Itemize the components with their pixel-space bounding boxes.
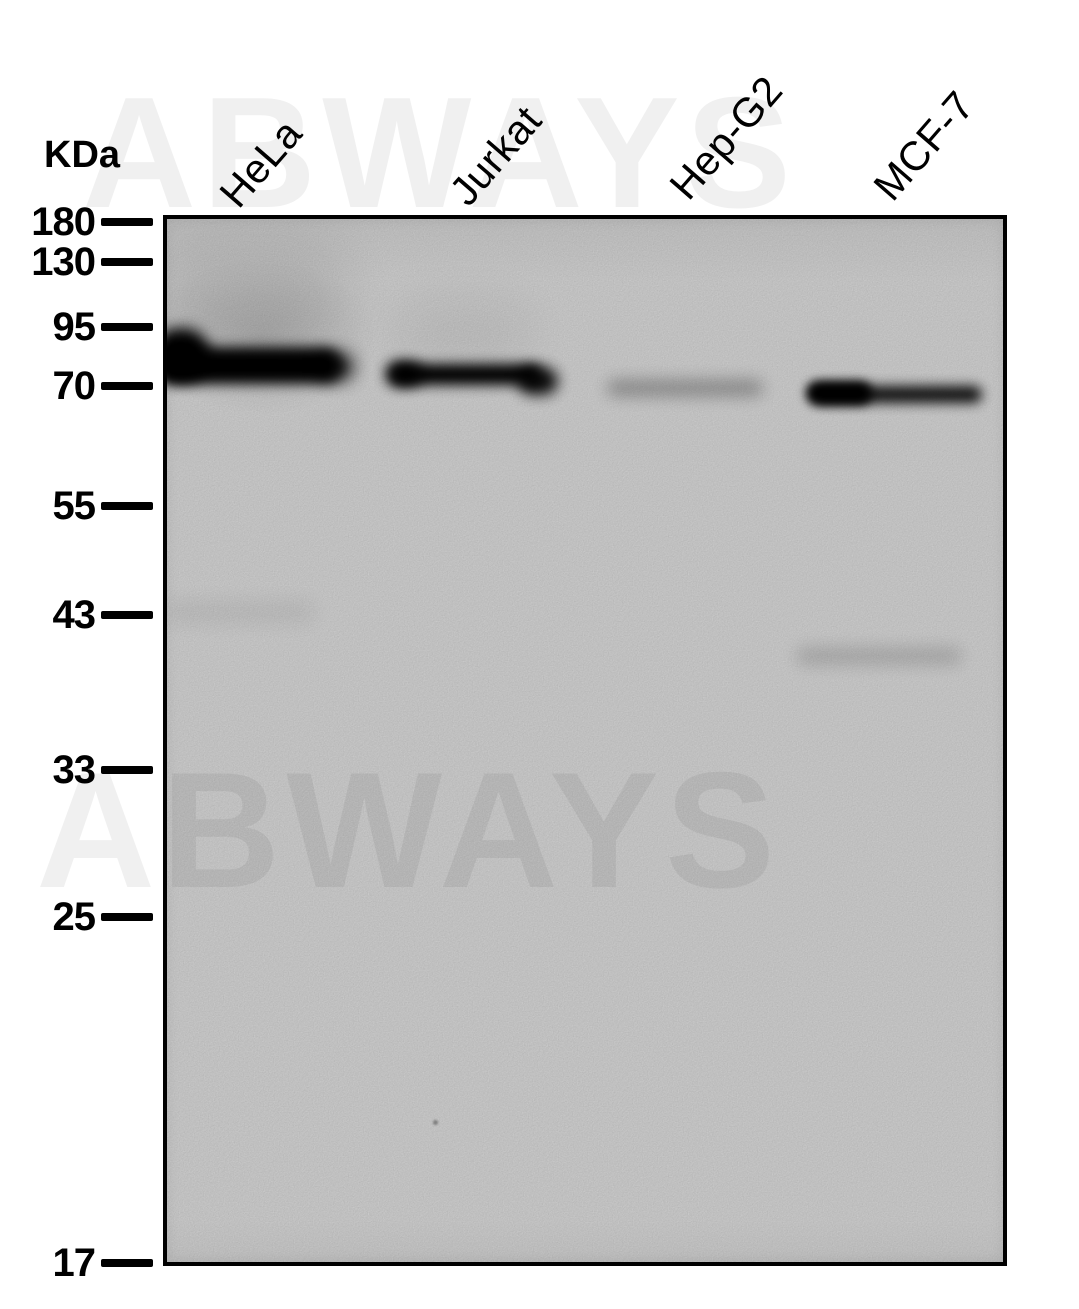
mw-marker-tick bbox=[101, 218, 153, 226]
protein-band-mcf7 bbox=[796, 647, 962, 665]
mw-marker-label: 70 bbox=[52, 364, 96, 408]
lane-label-mcf7: MCF-7 bbox=[864, 82, 984, 209]
mw-marker-label: 25 bbox=[52, 895, 96, 939]
protein-band-jurkat bbox=[518, 367, 558, 395]
mw-marker-label: 17 bbox=[52, 1241, 96, 1285]
protein-band-speck bbox=[433, 1120, 438, 1125]
protein-band-jurkat bbox=[393, 300, 533, 365]
mw-marker-95: 95 bbox=[0, 307, 155, 347]
mw-marker-label: 33 bbox=[52, 748, 96, 792]
mw-marker-tick bbox=[101, 611, 153, 619]
kda-unit-label: KDa bbox=[44, 134, 121, 176]
mw-marker-label: 43 bbox=[52, 593, 96, 637]
mw-marker-25: 25 bbox=[0, 897, 155, 937]
mw-marker-43: 43 bbox=[0, 595, 155, 635]
mw-marker-tick bbox=[101, 502, 153, 510]
mw-marker-tick bbox=[101, 913, 153, 921]
watermark-text-middle: ABWAYS bbox=[36, 738, 782, 922]
protein-band-hela bbox=[167, 602, 315, 622]
mw-marker-tick bbox=[101, 382, 153, 390]
mw-marker-label: 55 bbox=[52, 484, 96, 528]
mw-marker-33: 33 bbox=[0, 750, 155, 790]
mw-marker-17: 17 bbox=[0, 1243, 155, 1283]
protein-band-hela bbox=[167, 347, 342, 384]
protein-band-hepg2 bbox=[607, 380, 763, 396]
protein-band-hela bbox=[320, 353, 354, 381]
protein-band-mcf7 bbox=[812, 386, 982, 403]
mw-marker-tick bbox=[101, 766, 153, 774]
mw-marker-label: 130 bbox=[31, 240, 96, 284]
mw-marker-180: 180 bbox=[0, 202, 155, 242]
mw-marker-130: 130 bbox=[0, 242, 155, 282]
mw-marker-tick bbox=[101, 258, 153, 266]
mw-marker-70: 70 bbox=[0, 366, 155, 406]
mw-marker-label: 95 bbox=[52, 305, 96, 349]
mw-marker-tick bbox=[101, 1259, 153, 1267]
mw-marker-55: 55 bbox=[0, 486, 155, 526]
mw-marker-label: 180 bbox=[31, 200, 96, 244]
mw-marker-tick bbox=[101, 323, 153, 331]
watermark-text-top: ABWAYS bbox=[82, 65, 797, 241]
